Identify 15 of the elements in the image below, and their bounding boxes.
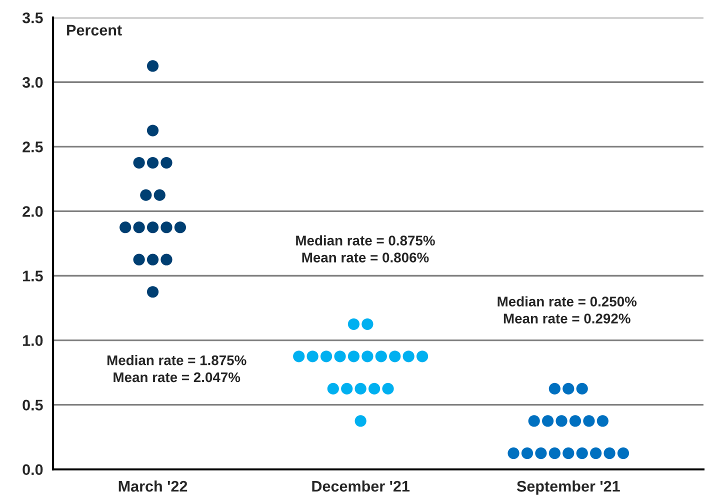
y-tick-label: 0.0: [22, 464, 43, 476]
y-tick-label: 3.5: [22, 12, 43, 24]
y-tick-label: 0.5: [22, 400, 43, 411]
annotation: Median rate = 0.875% Mean rate = 0.806%: [296, 235, 435, 262]
y-axis-title: Percent: [67, 24, 122, 36]
y-tick-label: 1.5: [23, 270, 43, 282]
y-tick-label: 2.0: [22, 206, 43, 217]
y-tick-label: 1.0: [23, 335, 43, 346]
x-tick-label: September '21: [516, 480, 620, 495]
y-tick-label: 2.5: [22, 142, 43, 152]
x-tick-label: March '22: [118, 480, 188, 492]
x-tick-label: December '21: [312, 480, 410, 492]
y-tick-label: 3.0: [22, 76, 43, 88]
annotation: Median rate = 1.875% Mean rate = 2.047%: [107, 355, 246, 382]
annotation: Median rate = 0.250% Mean rate = 0.292%: [498, 296, 637, 324]
